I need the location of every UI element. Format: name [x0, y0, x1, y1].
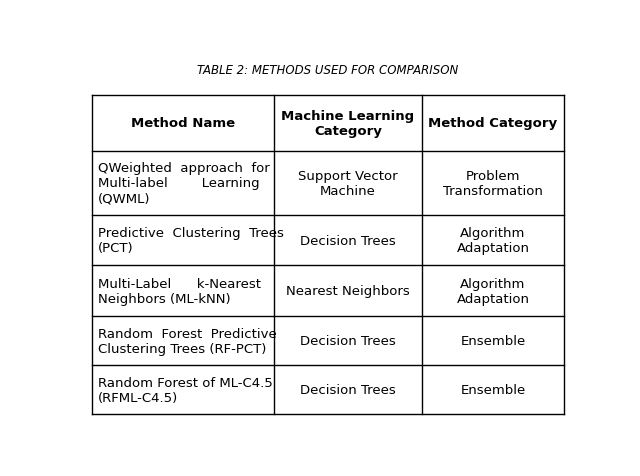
Text: QWeighted  approach  for
Multi-label        Learning
(QWML): QWeighted approach for Multi-label Learn… — [99, 161, 270, 206]
Text: Machine Learning
Category: Machine Learning Category — [282, 109, 415, 138]
Text: Decision Trees: Decision Trees — [300, 335, 396, 347]
Text: Problem
Transformation: Problem Transformation — [443, 169, 543, 198]
Text: TABLE 2: METHODS USED FOR COMPARISON: TABLE 2: METHODS USED FOR COMPARISON — [197, 63, 459, 77]
Text: Predictive  Clustering  Trees
(PCT): Predictive Clustering Trees (PCT) — [99, 226, 284, 255]
Text: Algorithm
Adaptation: Algorithm Adaptation — [456, 277, 529, 306]
Text: Support Vector
Machine: Support Vector Machine — [298, 169, 398, 198]
Text: Random Forest of ML-C4.5
(RFML-C4.5): Random Forest of ML-C4.5 (RFML-C4.5) — [99, 376, 273, 404]
Text: Decision Trees: Decision Trees — [300, 384, 396, 397]
Text: Nearest Neighbors: Nearest Neighbors — [286, 285, 410, 298]
Text: Method Name: Method Name — [131, 117, 235, 130]
Text: Algorithm
Adaptation: Algorithm Adaptation — [456, 226, 529, 255]
Text: Multi-Label      k-Nearest
Neighbors (ML-kNN): Multi-Label k-Nearest Neighbors (ML-kNN) — [99, 277, 261, 306]
Text: Method Category: Method Category — [428, 117, 557, 130]
Text: Ensemble: Ensemble — [460, 384, 525, 397]
Text: Ensemble: Ensemble — [460, 335, 525, 347]
Text: Random  Forest  Predictive
Clustering Trees (RF-PCT): Random Forest Predictive Clustering Tree… — [99, 327, 277, 355]
Text: Decision Trees: Decision Trees — [300, 234, 396, 247]
